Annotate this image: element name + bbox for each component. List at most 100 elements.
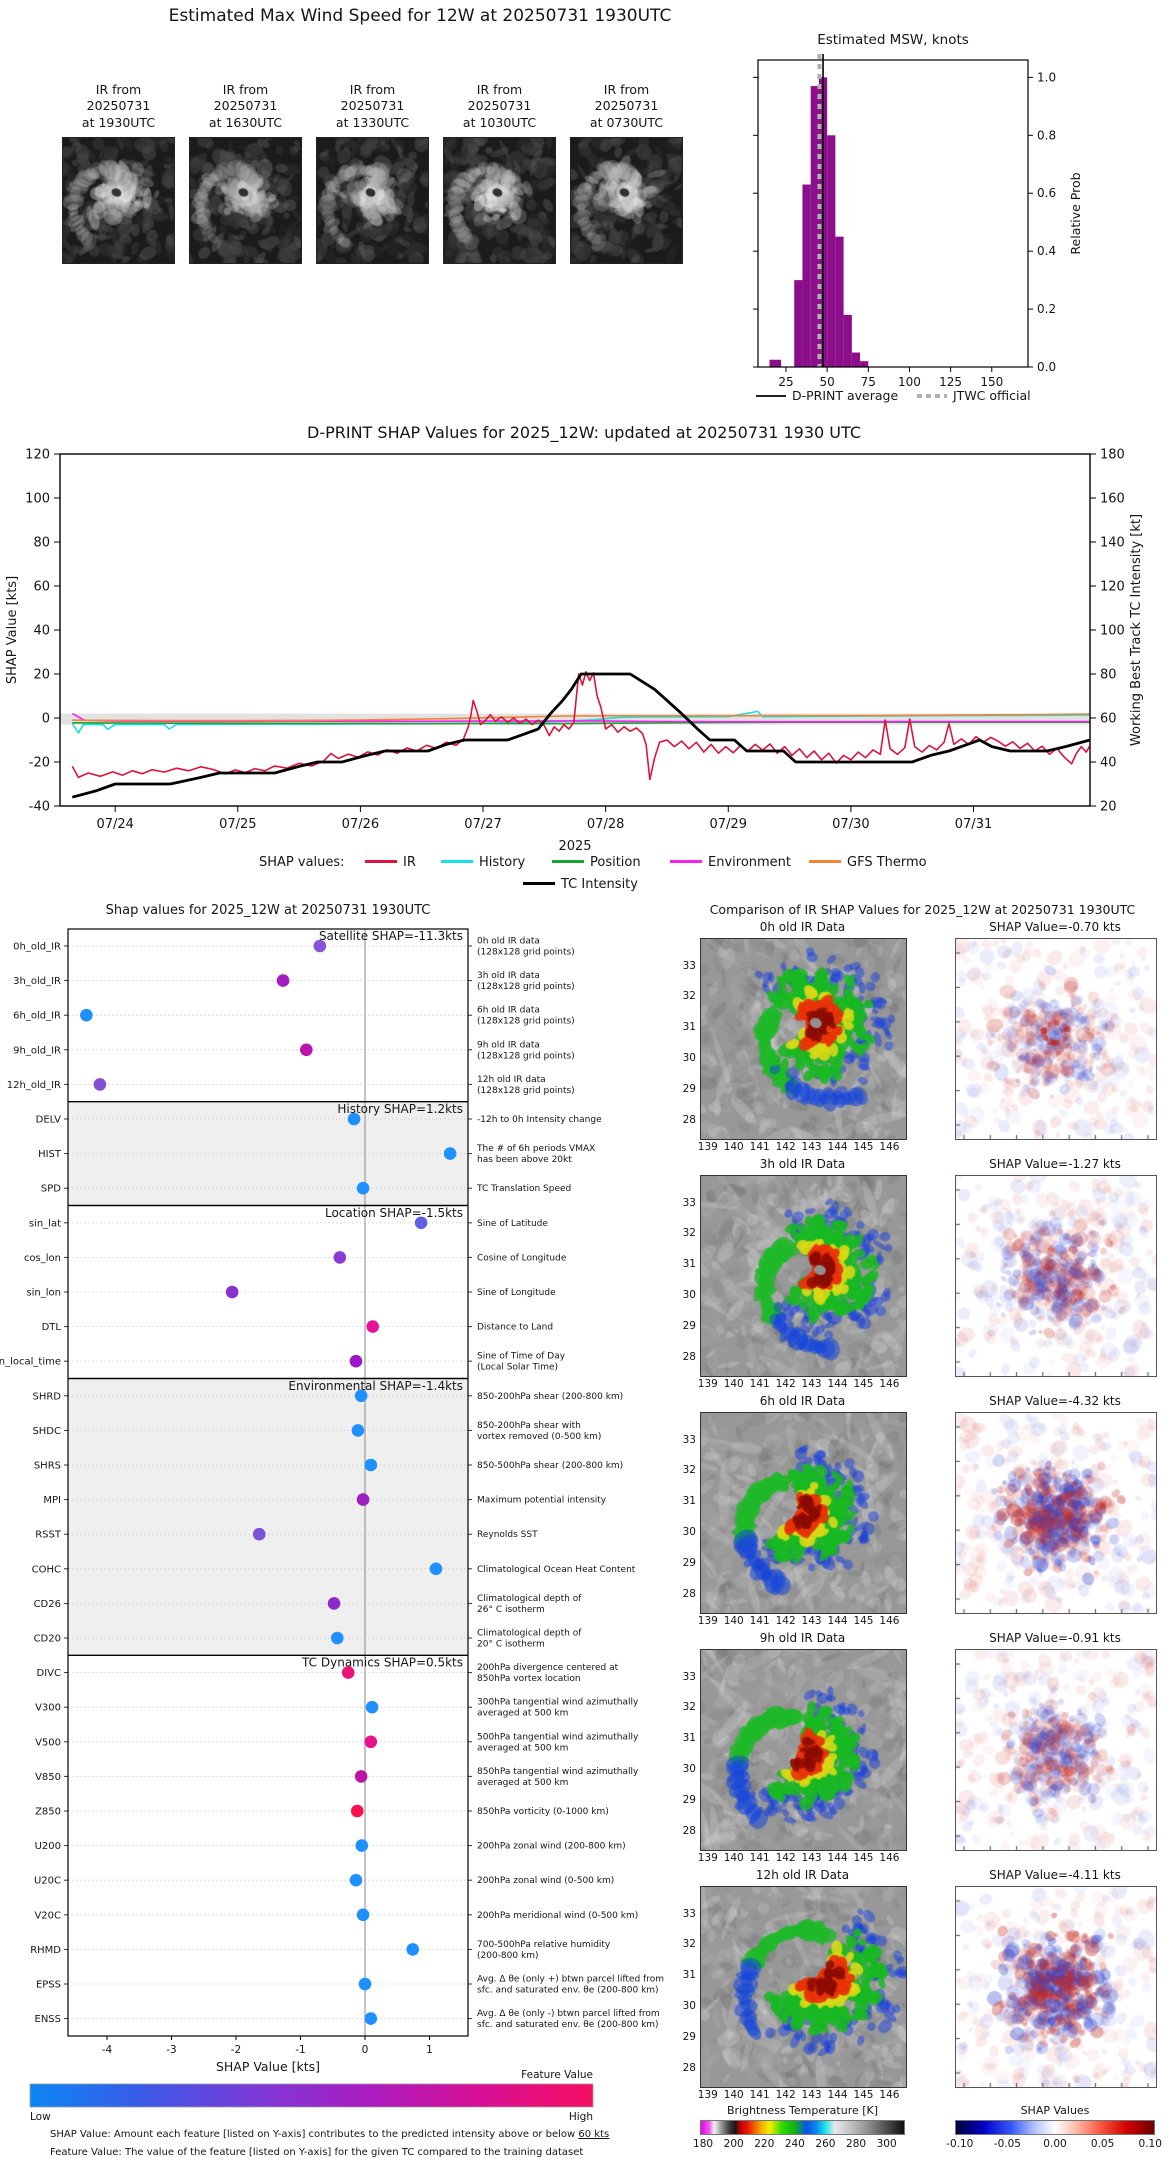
feature-desc-SHDC: 850-200hPa shear with [477,1421,581,1431]
svg-text:80: 80 [1100,668,1117,683]
lon-tick-label: 146 [879,1852,900,1864]
lat-tick-label: 32 [682,990,696,1003]
feature-desc-12h_old_IR: 12h old IR data [477,1075,546,1085]
svg-text:(128x128 grid points): (128x128 grid points) [477,1086,575,1096]
feature-label-U200: U200 [35,1841,61,1852]
lon-tick-label: 146 [879,1615,900,1627]
svg-text:-3: -3 [166,2044,176,2056]
comparison-row: 3h old IR Data SHAP Value=-1.27 kts 33 32… [660,1157,1168,1394]
shap-dot-sin_lon [225,1285,239,1299]
feature-label-sin_local_time: sin_local_time [0,1357,61,1368]
lat-tick-label: 28 [682,1587,696,1600]
shap-dot-6h_old_IR [80,1008,93,1022]
feature-label-DELV: DELV [36,1115,61,1126]
shap-dot-V500 [364,1735,378,1749]
ir-data-title: 3h old IR Data [759,1157,846,1171]
feature-desc-U20C: 200hPa zonal wind (0-500 km) [477,1876,614,1886]
lat-tick-label: 33 [682,1196,696,1209]
histogram-bar [860,361,869,367]
bt-colorbar-tick: 260 [815,2138,836,2150]
lon-tick-label: 139 [697,1141,718,1153]
lon-tick-label: 144 [827,1141,848,1153]
histogram-ylabel: Relative Prob [1068,172,1083,254]
shap-value-title: SHAP Value=-4.11 kts [989,1868,1121,1882]
lat-tick-label: 28 [682,2061,696,2074]
lon-tick-label: 143 [801,1141,822,1153]
lat-tick-label: 28 [682,1350,696,1363]
ir-thumbnail-image [570,136,683,264]
feature-label-EPSS: EPSS [36,1980,61,1991]
lon-tick-label: 142 [775,1852,796,1864]
ir-thumbnail: IR from 20250731 at 1330UTC [316,82,429,264]
legend-GFS-Thermo-label: GFS Thermo [847,855,927,870]
histogram-bar [769,359,782,367]
footnote-feature-value: Feature Value: The value of the feature … [50,2147,583,2158]
svg-text:(128x128 grid points): (128x128 grid points) [477,982,575,992]
ir-thumbnail-label: IR from 20250731 at 1930UTC [81,82,156,130]
lon-tick-label: 144 [827,1852,848,1864]
shap-map-image [955,1412,1157,1614]
histogram-bar [843,314,852,367]
svg-text:0.6: 0.6 [1037,186,1056,200]
lon-tick-label: 144 [827,1615,848,1627]
feature-desc-COHC: Climatological Ocean Heat Content [477,1565,636,1575]
histogram-title: Estimated MSW, knots [817,32,969,48]
svg-text:(128x128 grid points): (128x128 grid points) [477,1017,575,1027]
lon-tick-label: 143 [801,1378,822,1390]
svg-text:60: 60 [1100,712,1117,727]
feature-desc-cos_lon: Cosine of Longitude [477,1253,567,1263]
lat-tick-label: 32 [682,1464,696,1477]
comparison-title: Comparison of IR SHAP Values for 2025_12… [709,902,1136,917]
svg-text:80: 80 [33,536,50,551]
ir-data-image [700,1649,907,1851]
lat-tick-label: 33 [682,1670,696,1683]
ir-thumbnail-label: IR from 20250731 at 0730UTC [589,82,664,130]
svg-text:60: 60 [33,580,50,595]
lat-tick-label: 30 [682,2000,696,2012]
shap-dot-SPD [356,1181,370,1195]
shap-dot-DTL [366,1320,380,1333]
colorbar-high-label: High [569,2111,593,2123]
lon-tick-label: 142 [775,1615,796,1627]
bt-colorbar-tick: 300 [876,2138,897,2150]
lat-tick-label: 33 [682,1907,696,1920]
legend-IR-label: IR [403,855,416,870]
svg-text:07/26: 07/26 [342,817,379,832]
feature-desc-0h_old_IR: 0h old IR data [477,937,540,947]
section-header: Environmental SHAP=-1.4kts [288,1379,463,1393]
feature-desc-3h_old_IR: 3h old IR data [477,971,540,981]
lat-tick-label: 29 [682,1793,696,1806]
lon-tick-label: 140 [723,1852,744,1864]
feature-desc-sin_lon: Sine of Longitude [477,1288,556,1298]
feature-label-Z850: Z850 [35,1807,61,1818]
feature-label-sin_lon: sin_lon [26,1288,61,1299]
feature-desc-DIVC: 200hPa divergence centered at [477,1663,619,1673]
comparison-row: 0h old IR Data SHAP Value=-0.70 kts 33 32… [660,920,1168,1157]
svg-text:sfc. and saturated env. θe (20: sfc. and saturated env. θe (200-800 km) [477,1986,659,1996]
lon-tick-label: 141 [749,2089,770,2101]
svg-text:0: 0 [362,2044,369,2056]
lon-tick-label: 142 [775,1378,796,1390]
svg-text:1.0: 1.0 [1037,70,1056,84]
lon-tick-label: 143 [801,1615,822,1627]
legend-dprint-average-label: D-PRINT average [792,388,898,403]
shap-dot-CD26 [327,1597,341,1610]
lon-tick-label: 139 [697,1378,718,1390]
svg-text:(Local Solar Time): (Local Solar Time) [477,1363,558,1373]
shap-map-image [955,1886,1157,2088]
lon-tick-label: 139 [697,1615,718,1627]
shap-values-colorbar-label: SHAP Values [1020,2104,1090,2117]
svg-text:has been above 20kt: has been above 20kt [477,1155,572,1165]
histogram-bar [810,86,819,367]
ir-thumbnail-label: IR from 20250731 at 1030UTC [462,82,537,130]
lon-tick-label: 143 [801,2089,822,2101]
feature-desc-DTL: Distance to Land [477,1323,553,1333]
lat-tick-label: 30 [682,1052,696,1064]
feature-desc-V500: 500hPa tangential wind azimuthally [477,1732,639,1742]
timeseries-xlabel: 2025 [558,839,591,854]
svg-text:850hPa vortex location: 850hPa vortex location [477,1674,581,1684]
feature-value-colorbar-label: Feature Value [521,2069,593,2081]
ir-shap-comparison-panel: Comparison of IR SHAP Values for 2025_12… [660,896,1168,2158]
feature-label-9h_old_IR: 9h_old_IR [13,1045,61,1056]
ir-data-title: 9h old IR Data [759,1631,846,1645]
